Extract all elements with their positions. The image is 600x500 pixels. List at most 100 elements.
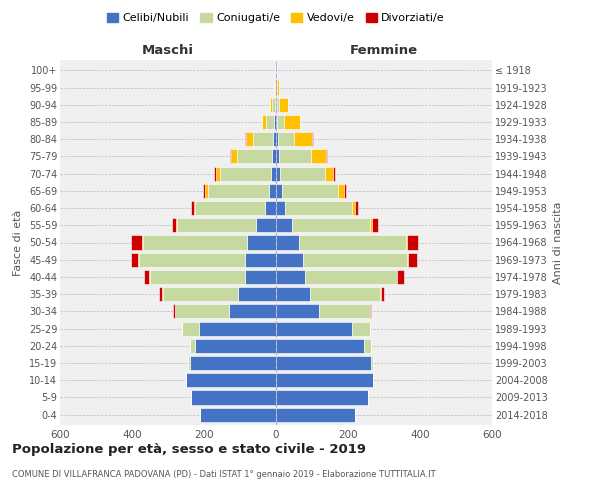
Bar [231, 150, 238, 164]
Bar [208, 184, 269, 198]
Bar [276, 64, 277, 78]
Bar [276, 373, 373, 388]
Bar [190, 356, 276, 370]
Bar [247, 236, 276, 250]
Bar [186, 373, 276, 388]
Bar [305, 270, 397, 284]
Bar [312, 132, 313, 146]
Bar [203, 184, 205, 198]
Y-axis label: Anni di nascita: Anni di nascita [553, 201, 563, 284]
Bar [269, 184, 276, 198]
Bar [262, 115, 266, 129]
Bar [173, 304, 175, 318]
Bar [188, 356, 190, 370]
Bar [230, 150, 231, 164]
Bar [276, 356, 371, 370]
Bar [195, 338, 276, 353]
Bar [214, 166, 216, 180]
Bar [272, 150, 276, 164]
Bar [285, 201, 352, 215]
Bar [276, 184, 283, 198]
Bar [276, 287, 310, 301]
Bar [238, 287, 276, 301]
Bar [276, 150, 279, 164]
Bar [409, 252, 418, 267]
Bar [279, 98, 288, 112]
Bar [182, 322, 199, 336]
Bar [275, 64, 276, 78]
Bar [131, 236, 142, 250]
Bar [276, 201, 285, 215]
Bar [319, 304, 370, 318]
Bar [177, 218, 256, 232]
Bar [149, 270, 150, 284]
Bar [283, 184, 338, 198]
Bar [352, 322, 370, 336]
Bar [172, 218, 176, 232]
Bar [303, 252, 407, 267]
Bar [276, 252, 303, 267]
Bar [276, 236, 299, 250]
Bar [195, 201, 265, 215]
Bar [277, 80, 279, 94]
Bar [275, 98, 276, 112]
Bar [276, 166, 280, 180]
Bar [273, 132, 276, 146]
Bar [364, 338, 371, 353]
Bar [216, 166, 220, 180]
Bar [344, 184, 346, 198]
Bar [294, 132, 312, 146]
Text: Popolazione per età, sesso e stato civile - 2019: Popolazione per età, sesso e stato civil… [12, 442, 366, 456]
Bar [274, 115, 276, 129]
Bar [276, 408, 355, 422]
Text: Femmine: Femmine [350, 44, 418, 58]
Legend: Celibi/Nubili, Coniugati/e, Vedovi/e, Divorziati/e: Celibi/Nubili, Coniugati/e, Vedovi/e, Di… [103, 8, 449, 28]
Bar [194, 201, 195, 215]
Bar [278, 132, 294, 146]
Bar [292, 218, 370, 232]
Bar [370, 218, 373, 232]
Bar [245, 270, 276, 284]
Bar [200, 408, 276, 422]
Bar [205, 184, 208, 198]
Bar [272, 98, 275, 112]
Bar [246, 132, 253, 146]
Bar [333, 166, 335, 180]
Bar [175, 304, 229, 318]
Bar [280, 166, 325, 180]
Bar [253, 132, 273, 146]
Bar [220, 166, 271, 180]
Bar [238, 150, 272, 164]
Bar [373, 218, 378, 232]
Bar [276, 80, 277, 94]
Bar [276, 322, 352, 336]
Bar [279, 150, 311, 164]
Y-axis label: Fasce di età: Fasce di età [13, 210, 23, 276]
Bar [199, 322, 276, 336]
Bar [256, 218, 276, 232]
Bar [277, 115, 284, 129]
Bar [276, 132, 278, 146]
Bar [131, 252, 139, 267]
Bar [299, 236, 406, 250]
Bar [370, 304, 371, 318]
Bar [326, 150, 327, 164]
Bar [381, 287, 383, 301]
Bar [270, 98, 272, 112]
Bar [407, 236, 418, 250]
Bar [276, 218, 292, 232]
Bar [271, 166, 276, 180]
Bar [276, 98, 277, 112]
Bar [266, 115, 274, 129]
Bar [265, 201, 276, 215]
Bar [275, 80, 276, 94]
Text: COMUNE DI VILLAFRANCA PADOVANA (PD) - Dati ISTAT 1° gennaio 2019 - Elaborazione : COMUNE DI VILLAFRANCA PADOVANA (PD) - Da… [12, 470, 436, 479]
Bar [144, 270, 149, 284]
Bar [352, 201, 355, 215]
Bar [407, 252, 409, 267]
Bar [276, 270, 305, 284]
Bar [139, 252, 245, 267]
Bar [245, 252, 276, 267]
Bar [160, 287, 162, 301]
Bar [176, 218, 177, 232]
